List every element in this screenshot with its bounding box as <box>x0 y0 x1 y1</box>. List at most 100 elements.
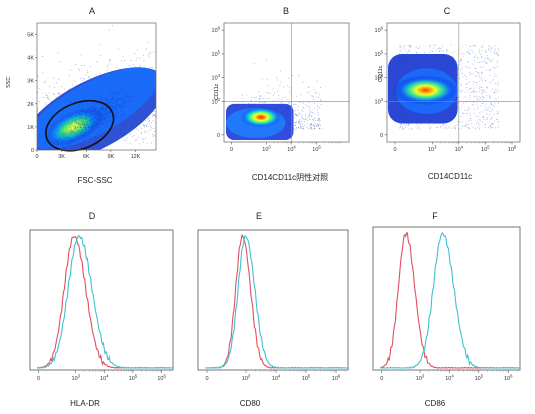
scatter-point <box>81 125 82 127</box>
scatter-point <box>452 127 454 129</box>
scatter-point <box>73 131 75 133</box>
scatter-point <box>468 128 470 130</box>
scatter-point <box>81 113 83 115</box>
scatter-point <box>84 123 85 125</box>
scatter-point <box>93 106 94 107</box>
scatter-point <box>106 115 107 117</box>
scatter-point <box>317 117 319 119</box>
scatter-point <box>74 126 76 128</box>
scatter-point <box>69 88 71 89</box>
scatter-point <box>102 122 104 124</box>
scatter-point <box>90 105 92 107</box>
scatter-point <box>98 123 99 124</box>
scatter-point <box>100 110 101 112</box>
scatter-point <box>116 92 118 94</box>
scatter-point <box>80 104 82 105</box>
scatter-point <box>93 121 95 123</box>
scatter-point <box>101 107 103 109</box>
scatter-point <box>298 121 299 123</box>
scatter-point <box>90 125 92 127</box>
scatter-point <box>469 99 470 101</box>
scatter-point <box>316 96 318 98</box>
scatter-point <box>100 111 102 113</box>
scatter-point <box>99 109 101 110</box>
scatter-point <box>81 138 82 139</box>
scatter-point <box>99 119 100 121</box>
scatter-point <box>81 110 83 112</box>
scatter-point <box>106 109 108 110</box>
scatter-point <box>107 111 109 113</box>
scatter-point <box>472 51 474 53</box>
scatter-point <box>400 46 401 48</box>
scatter-point <box>82 123 84 125</box>
scatter-point <box>79 120 81 122</box>
scatter-point <box>118 96 120 98</box>
scatter-point <box>121 95 123 97</box>
scatter-point <box>121 98 122 99</box>
scatter-point <box>100 54 101 56</box>
scatter-point <box>94 115 96 117</box>
scatter-point <box>104 117 106 119</box>
scatter-point <box>107 100 108 102</box>
scatter-point <box>97 119 99 121</box>
scatter-point <box>91 117 93 118</box>
scatter-point <box>99 100 101 102</box>
scatter-point <box>74 132 76 134</box>
scatter-point <box>309 108 311 110</box>
x-tick-label: 3K <box>58 154 65 160</box>
scatter-point <box>108 113 109 114</box>
scatter-point <box>301 117 302 119</box>
scatter-point <box>151 142 152 144</box>
scatter-point <box>82 121 84 123</box>
scatter-point <box>84 124 85 125</box>
scatter-point <box>437 48 439 50</box>
scatter-point <box>91 105 93 107</box>
x-tick-label: 105 <box>312 145 321 154</box>
scatter-point <box>98 111 100 112</box>
scatter-point <box>67 135 69 137</box>
x-tick-label: 106 <box>332 374 341 383</box>
plot-frame-f <box>372 226 521 371</box>
scatter-point <box>468 67 470 69</box>
scatter-point <box>91 107 93 108</box>
scatter-point <box>109 59 111 61</box>
scatter-point <box>268 92 269 94</box>
scatter-point <box>493 52 495 54</box>
scatter-point <box>452 56 454 58</box>
scatter-point <box>144 130 146 132</box>
scatter-point <box>71 125 73 127</box>
scatter-point <box>103 106 105 107</box>
scatter-point <box>89 128 91 130</box>
scatter-point <box>110 107 111 108</box>
scatter-point <box>494 45 496 47</box>
scatter-point <box>94 116 96 118</box>
x-tick-label: 103 <box>72 374 81 383</box>
scatter-point <box>489 45 491 47</box>
scatter-point <box>81 123 82 124</box>
scatter-point <box>98 105 100 107</box>
scatter-point <box>61 134 63 136</box>
scatter-point <box>53 93 55 95</box>
scatter-point <box>139 66 141 68</box>
scatter-point <box>72 122 73 123</box>
scatter-point <box>93 122 95 124</box>
scatter-point <box>487 58 489 59</box>
scatter-point <box>477 75 478 77</box>
scatter-point <box>114 101 116 103</box>
scatter-point <box>493 104 495 106</box>
scatter-point <box>65 137 67 138</box>
scatter-point <box>68 112 70 114</box>
scatter-point <box>111 92 113 94</box>
scatter-point <box>94 125 95 127</box>
scatter-point <box>305 104 307 106</box>
scatter-point <box>54 138 56 140</box>
scatter-point <box>460 121 461 123</box>
scatter-point <box>132 64 134 65</box>
x-tick-label: 9K <box>107 154 114 160</box>
scatter-point <box>101 115 103 117</box>
scatter-point <box>59 136 61 138</box>
scatter-point <box>115 93 117 94</box>
scatter-point <box>108 110 110 112</box>
scatter-point <box>94 110 95 112</box>
scatter-point <box>476 116 478 118</box>
